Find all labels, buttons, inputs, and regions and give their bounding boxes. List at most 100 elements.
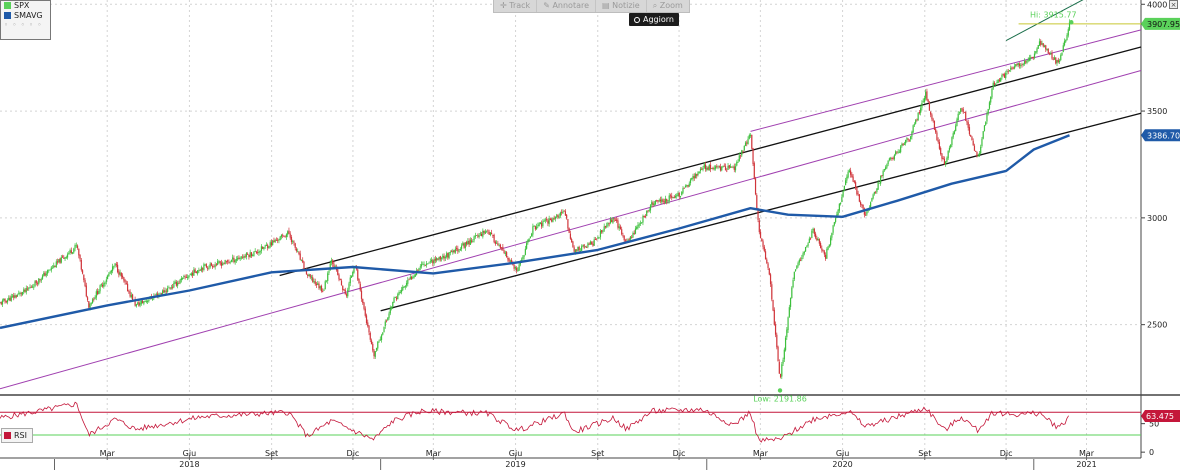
candle-body: [338, 274, 340, 280]
price-axis: 2500 3000 3500 4000 3907.95 3386.70: [1141, 0, 1180, 330]
candle-body: [782, 359, 784, 364]
candle-body: [422, 263, 424, 265]
candle-body: [736, 162, 738, 166]
refresh-button[interactable]: Aggiorn: [629, 13, 679, 26]
candle-body: [1056, 60, 1058, 64]
candle-body: [21, 292, 24, 295]
candle-body: [323, 289, 325, 291]
candle-body: [819, 243, 822, 249]
candle-body: [797, 262, 799, 266]
candle-body: [357, 269, 359, 280]
candle-body: [353, 268, 355, 273]
candle-body: [551, 219, 553, 222]
candle-body: [766, 259, 768, 263]
candle-body: [895, 151, 897, 155]
candle-body: [774, 324, 777, 335]
candle-body: [18, 293, 20, 295]
candle-body: [801, 257, 803, 260]
candle-body: [817, 238, 819, 241]
candle-body: [345, 294, 348, 296]
news-button[interactable]: ▤ Notizie: [596, 0, 647, 12]
candle-body: [694, 174, 697, 179]
candle-body: [577, 246, 579, 252]
candle-body: [925, 91, 927, 99]
legend-item-smavg[interactable]: SMAVG: [1, 11, 50, 21]
refresh-label: Aggiorn: [643, 15, 674, 24]
trendline: [1005, 0, 1084, 42]
candle-body: [559, 212, 562, 216]
candle-body: [526, 243, 528, 249]
candle-body: [897, 151, 899, 153]
candle-body: [444, 256, 446, 259]
candle-body: [709, 164, 712, 170]
candle-body: [962, 108, 964, 113]
candle-body: [847, 171, 849, 178]
candle-body: [848, 170, 850, 173]
candle-body: [483, 231, 485, 233]
annotate-button[interactable]: ✎ Annotare: [537, 0, 597, 12]
candle-body: [1052, 58, 1054, 60]
close-panel-icon[interactable]: ×: [1169, 0, 1178, 9]
candle-body: [128, 291, 130, 293]
candle-body: [601, 230, 603, 233]
candle-body: [1046, 48, 1048, 51]
candle-body: [294, 243, 296, 248]
series-legend[interactable]: SPX SMAVG ◦ ◦ ◦ ◦ ◦: [0, 0, 51, 40]
candle-body: [125, 283, 127, 285]
candle-body: [260, 246, 263, 251]
candle-body: [611, 219, 613, 223]
candle-body: [704, 164, 707, 170]
track-button[interactable]: ✛ Track: [494, 0, 538, 12]
candle-body: [882, 170, 884, 176]
candle-body: [15, 295, 17, 298]
candle-body: [417, 269, 419, 271]
candle-body: [1037, 45, 1039, 49]
candle-body: [228, 262, 230, 263]
candle-body: [986, 113, 988, 122]
candle-body: [584, 246, 587, 248]
legend-item-spx[interactable]: SPX: [1, 1, 50, 11]
zoom-button[interactable]: ⌕ Zoom: [652, 1, 683, 10]
candle-body: [8, 297, 10, 301]
candle-body: [375, 347, 378, 351]
candle-body: [170, 287, 172, 289]
candle-body: [629, 236, 632, 240]
candle-body: [776, 334, 778, 348]
candle-body: [702, 168, 704, 170]
candle-body: [890, 158, 892, 160]
candle-body: [71, 252, 74, 254]
candle-body: [661, 199, 663, 202]
legend-options-icon[interactable]: ◦ ◦ ◦ ◦ ◦: [4, 21, 43, 29]
candle-body: [178, 282, 180, 284]
trendline-layer[interactable]: [0, 0, 1142, 390]
rsi-legend[interactable]: RSI: [1, 428, 33, 443]
candle-body: [763, 246, 765, 252]
candle-body: [420, 264, 423, 267]
candle-body: [1053, 57, 1056, 60]
candle-body: [463, 243, 465, 248]
candle-body: [873, 191, 875, 194]
candle-body: [395, 297, 398, 300]
refresh-icon: [634, 17, 640, 23]
candle-body: [951, 137, 953, 145]
candle-body: [606, 225, 608, 227]
candle-body: [389, 308, 391, 314]
candle-body: [634, 228, 637, 234]
candle-body: [83, 274, 85, 281]
candle-body: [878, 182, 880, 184]
candle-body: [911, 131, 913, 137]
candle-body: [687, 185, 689, 187]
candle-body: [985, 122, 987, 125]
candle-body: [494, 241, 496, 244]
candle-body: [383, 326, 385, 333]
candle-body: [121, 275, 124, 278]
candle-body: [299, 253, 301, 260]
candle-body: [187, 277, 189, 278]
candle-body: [245, 253, 248, 257]
candle-body: [66, 254, 69, 258]
candle-body: [60, 257, 62, 263]
candle-body: [901, 144, 903, 147]
candle-body: [603, 226, 605, 231]
candle-body: [259, 251, 261, 253]
